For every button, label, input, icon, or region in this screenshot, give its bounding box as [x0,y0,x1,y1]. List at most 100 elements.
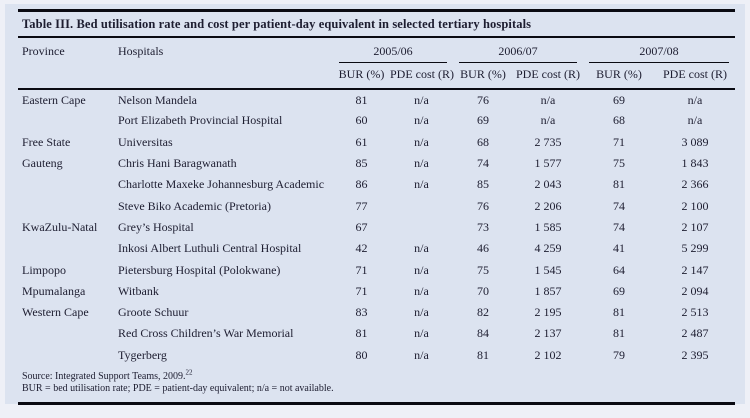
column-header-hospitals: Hospitals [118,44,164,58]
table-panel: Table III. Bed utilisation rate and cost… [5,4,745,405]
bur-2006-07-cell: 75 [477,262,489,277]
bur-2006-07-cell: 46 [477,241,489,256]
pde-cost-2006-07-cell: 2 195 [534,305,562,320]
pde-cost-2006-07-cell: 1 857 [534,283,562,298]
bur-2007-08-cell: 74 [613,198,625,213]
pde-cost-2007-08-cell: 2 395 [681,347,709,362]
province-cell [18,110,115,131]
year-label: 2005/06 [339,44,447,63]
table-row: Free State Universitas 61 n/a 68 2 735 7… [18,132,735,153]
header-row-measures: BUR (%) PDE cost (R) BUR (%) PDE cost (R… [18,63,735,89]
pde-cost-2005-06-cell: n/a [414,347,429,362]
bur-2007-08-cell: 81 [613,305,625,320]
pde-cost-2005-06-cell: n/a [414,326,429,341]
bur-2006-07-cell: 81 [477,347,489,362]
bur-2007-08-cell: 69 [613,283,625,298]
bur-2006-07-cell: 73 [477,219,489,234]
province-cell: Gauteng [22,156,63,171]
bur-2005-06-cell: 71 [355,262,368,277]
province-cell: Mpumalanga [22,283,86,298]
bur-2006-07-cell: 70 [477,283,489,298]
table-row: Limpopo Pietersburg Hospital (Polokwane)… [18,259,735,280]
bur-2007-08-cell: 81 [613,326,625,341]
bur-2005-06-cell: 81 [355,326,368,341]
province-cell: KwaZulu-Natal [22,219,98,234]
pde-cost-2005-06-cell: n/a [414,262,429,277]
source-note-text: Source: Integrated Support Teams, 2009. [22,370,186,382]
pde-cost-2006-07-cell: 4 259 [534,241,562,256]
year-group-2006-07: 2006/07 [453,38,583,63]
pde-cost-2007-08-cell: 2 366 [681,177,709,192]
table-row: Charlotte Maxeke Johannesburg Academic 8… [18,174,735,195]
pde-cost-2005-06-cell: n/a [414,241,429,256]
pde-cost-2007-08-cell: 1 843 [681,156,709,171]
year-label: 2006/07 [459,44,577,63]
column-header-province: Province [22,44,65,58]
pde-cost-2007-08-cell: 2 094 [681,283,709,298]
hospital-cell: Tygerberg [118,347,167,362]
pde-cost-2006-07-cell: 2 735 [534,134,562,149]
table-iii-card: Table III. Bed utilisation rate and cost… [18,9,735,405]
pde-cost-2007-08-cell: n/a [687,92,703,107]
pde-cost-2007-08-cell: n/a [687,113,703,128]
pde-cost-2006-07-cell: 2 102 [534,347,562,362]
province-cell [18,323,115,344]
pde-cost-2006-07-cell: 1 577 [534,156,562,171]
year-group-2005-06: 2005/06 [333,38,453,63]
hospital-cell: Groote Schuur [118,305,189,320]
bur-2006-07-cell: 69 [477,113,489,128]
subcolumn-bur: BUR (%) [596,67,642,81]
pde-cost-2007-08-cell: 5 299 [681,241,709,256]
table-title: Table III. Bed utilisation rate and cost… [18,12,735,38]
pde-cost-2006-07-cell: 2 043 [534,177,562,192]
pde-cost-2005-06-cell [390,195,453,216]
abbreviations-note: BUR = bed utilisation rate; PDE = patien… [22,383,334,395]
bur-2007-08-cell: 41 [613,241,625,256]
year-label: 2007/08 [589,44,729,63]
province-cell [18,195,115,216]
subcolumn-pde: PDE cost (R) [390,67,454,81]
province-cell [18,345,115,366]
province-cell: Eastern Cape [22,92,86,107]
bur-2007-08-cell: 71 [613,134,625,149]
pde-cost-2007-08-cell: 2 147 [681,262,709,277]
bur-2005-06-cell: 86 [355,177,368,192]
bur-2006-07-cell: 76 [477,198,489,213]
bur-2005-06-cell: 42 [355,241,368,256]
pde-cost-2006-07-cell: 1 585 [534,219,562,234]
hospital-cell: Pietersburg Hospital (Polokwane) [118,262,281,277]
pde-cost-2005-06-cell: n/a [414,177,429,192]
bur-2007-08-cell: 69 [613,92,625,107]
bur-2007-08-cell: 74 [613,219,625,234]
year-group-2007-08: 2007/08 [583,38,735,63]
bur-2006-07-cell: 84 [477,326,489,341]
pde-cost-2007-08-cell: 2 513 [681,305,709,320]
bur-2006-07-cell: 82 [477,305,489,320]
table-body: Eastern Cape Nelson Mandela 81 n/a 76 n/… [18,89,735,366]
pde-cost-2007-08-cell: 2 100 [681,198,709,213]
table-row: Steve Biko Academic (Pretoria) 77 76 2 2… [18,195,735,216]
bur-2005-06-cell: 81 [355,92,368,107]
pde-cost-2007-08-cell: 2 107 [681,219,709,234]
bur-2005-06-cell: 77 [355,198,368,213]
pde-cost-2006-07-cell: 1 545 [534,262,562,277]
bur-2005-06-cell: 71 [355,283,368,298]
province-cell [18,238,115,259]
pde-cost-2006-07-cell: n/a [540,92,556,107]
bur-2005-06-cell: 67 [355,219,368,234]
table-row: Tygerberg 80 n/a 81 2 102 79 2 395 [18,345,735,366]
bur-2005-06-cell: 83 [355,305,368,320]
hospital-cell: Charlotte Maxeke Johannesburg Academic [118,177,325,192]
table-footnotes: Source: Integrated Support Teams, 2009.2… [18,366,735,402]
bur-2006-07-cell: 85 [477,177,489,192]
table-row: Red Cross Children’s War Memorial 81 n/a… [18,323,735,344]
subcolumn-bur: BUR (%) [338,67,385,81]
bur-2006-07-cell: 74 [477,156,489,171]
bur-2007-08-cell: 64 [613,262,625,277]
source-reference-superscript: 22 [185,368,193,377]
header-row-years: Province Hospitals 2005/06 2006/07 2007/… [18,38,735,63]
pde-cost-2005-06-cell: n/a [414,113,429,128]
hospital-cell: Port Elizabeth Provincial Hospital [118,113,283,128]
hospital-cell: Grey’s Hospital [118,219,194,234]
province-cell: Free State [22,134,71,149]
